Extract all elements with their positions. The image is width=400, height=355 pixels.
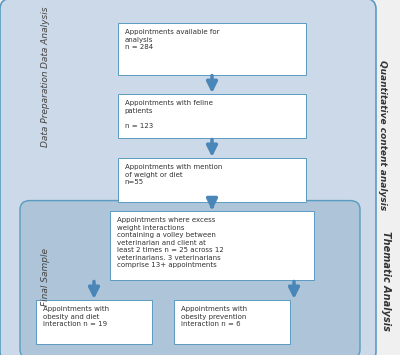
Text: Data Preparation: Data Preparation: [42, 70, 50, 147]
FancyBboxPatch shape: [110, 211, 314, 280]
Text: Thematic Analysis: Thematic Analysis: [381, 230, 391, 331]
Text: Appointments with
obesity prevention
interaction n = 6: Appointments with obesity prevention int…: [181, 306, 247, 327]
FancyBboxPatch shape: [20, 201, 360, 355]
Text: Appointments available for
analysis
n = 284: Appointments available for analysis n = …: [125, 29, 219, 50]
FancyBboxPatch shape: [118, 23, 306, 75]
Text: Final Sample: Final Sample: [42, 248, 50, 306]
Text: Appointments with mention
of weight or diet
n=55: Appointments with mention of weight or d…: [125, 164, 222, 185]
Text: Appointments where excess
weight interactions
containing a volley between
veteri: Appointments where excess weight interac…: [117, 217, 224, 268]
Text: Appointments with feline
patients

n = 123: Appointments with feline patients n = 12…: [125, 100, 213, 129]
FancyBboxPatch shape: [118, 158, 306, 202]
FancyBboxPatch shape: [174, 300, 290, 344]
FancyBboxPatch shape: [36, 300, 152, 344]
Text: Quantitative content analysis: Quantitative content analysis: [378, 60, 386, 210]
FancyBboxPatch shape: [118, 94, 306, 138]
Text: Appointments with
obesity and diet
interaction n = 19: Appointments with obesity and diet inter…: [43, 306, 109, 327]
Text: Data Analysis: Data Analysis: [42, 6, 50, 68]
FancyBboxPatch shape: [0, 0, 376, 355]
